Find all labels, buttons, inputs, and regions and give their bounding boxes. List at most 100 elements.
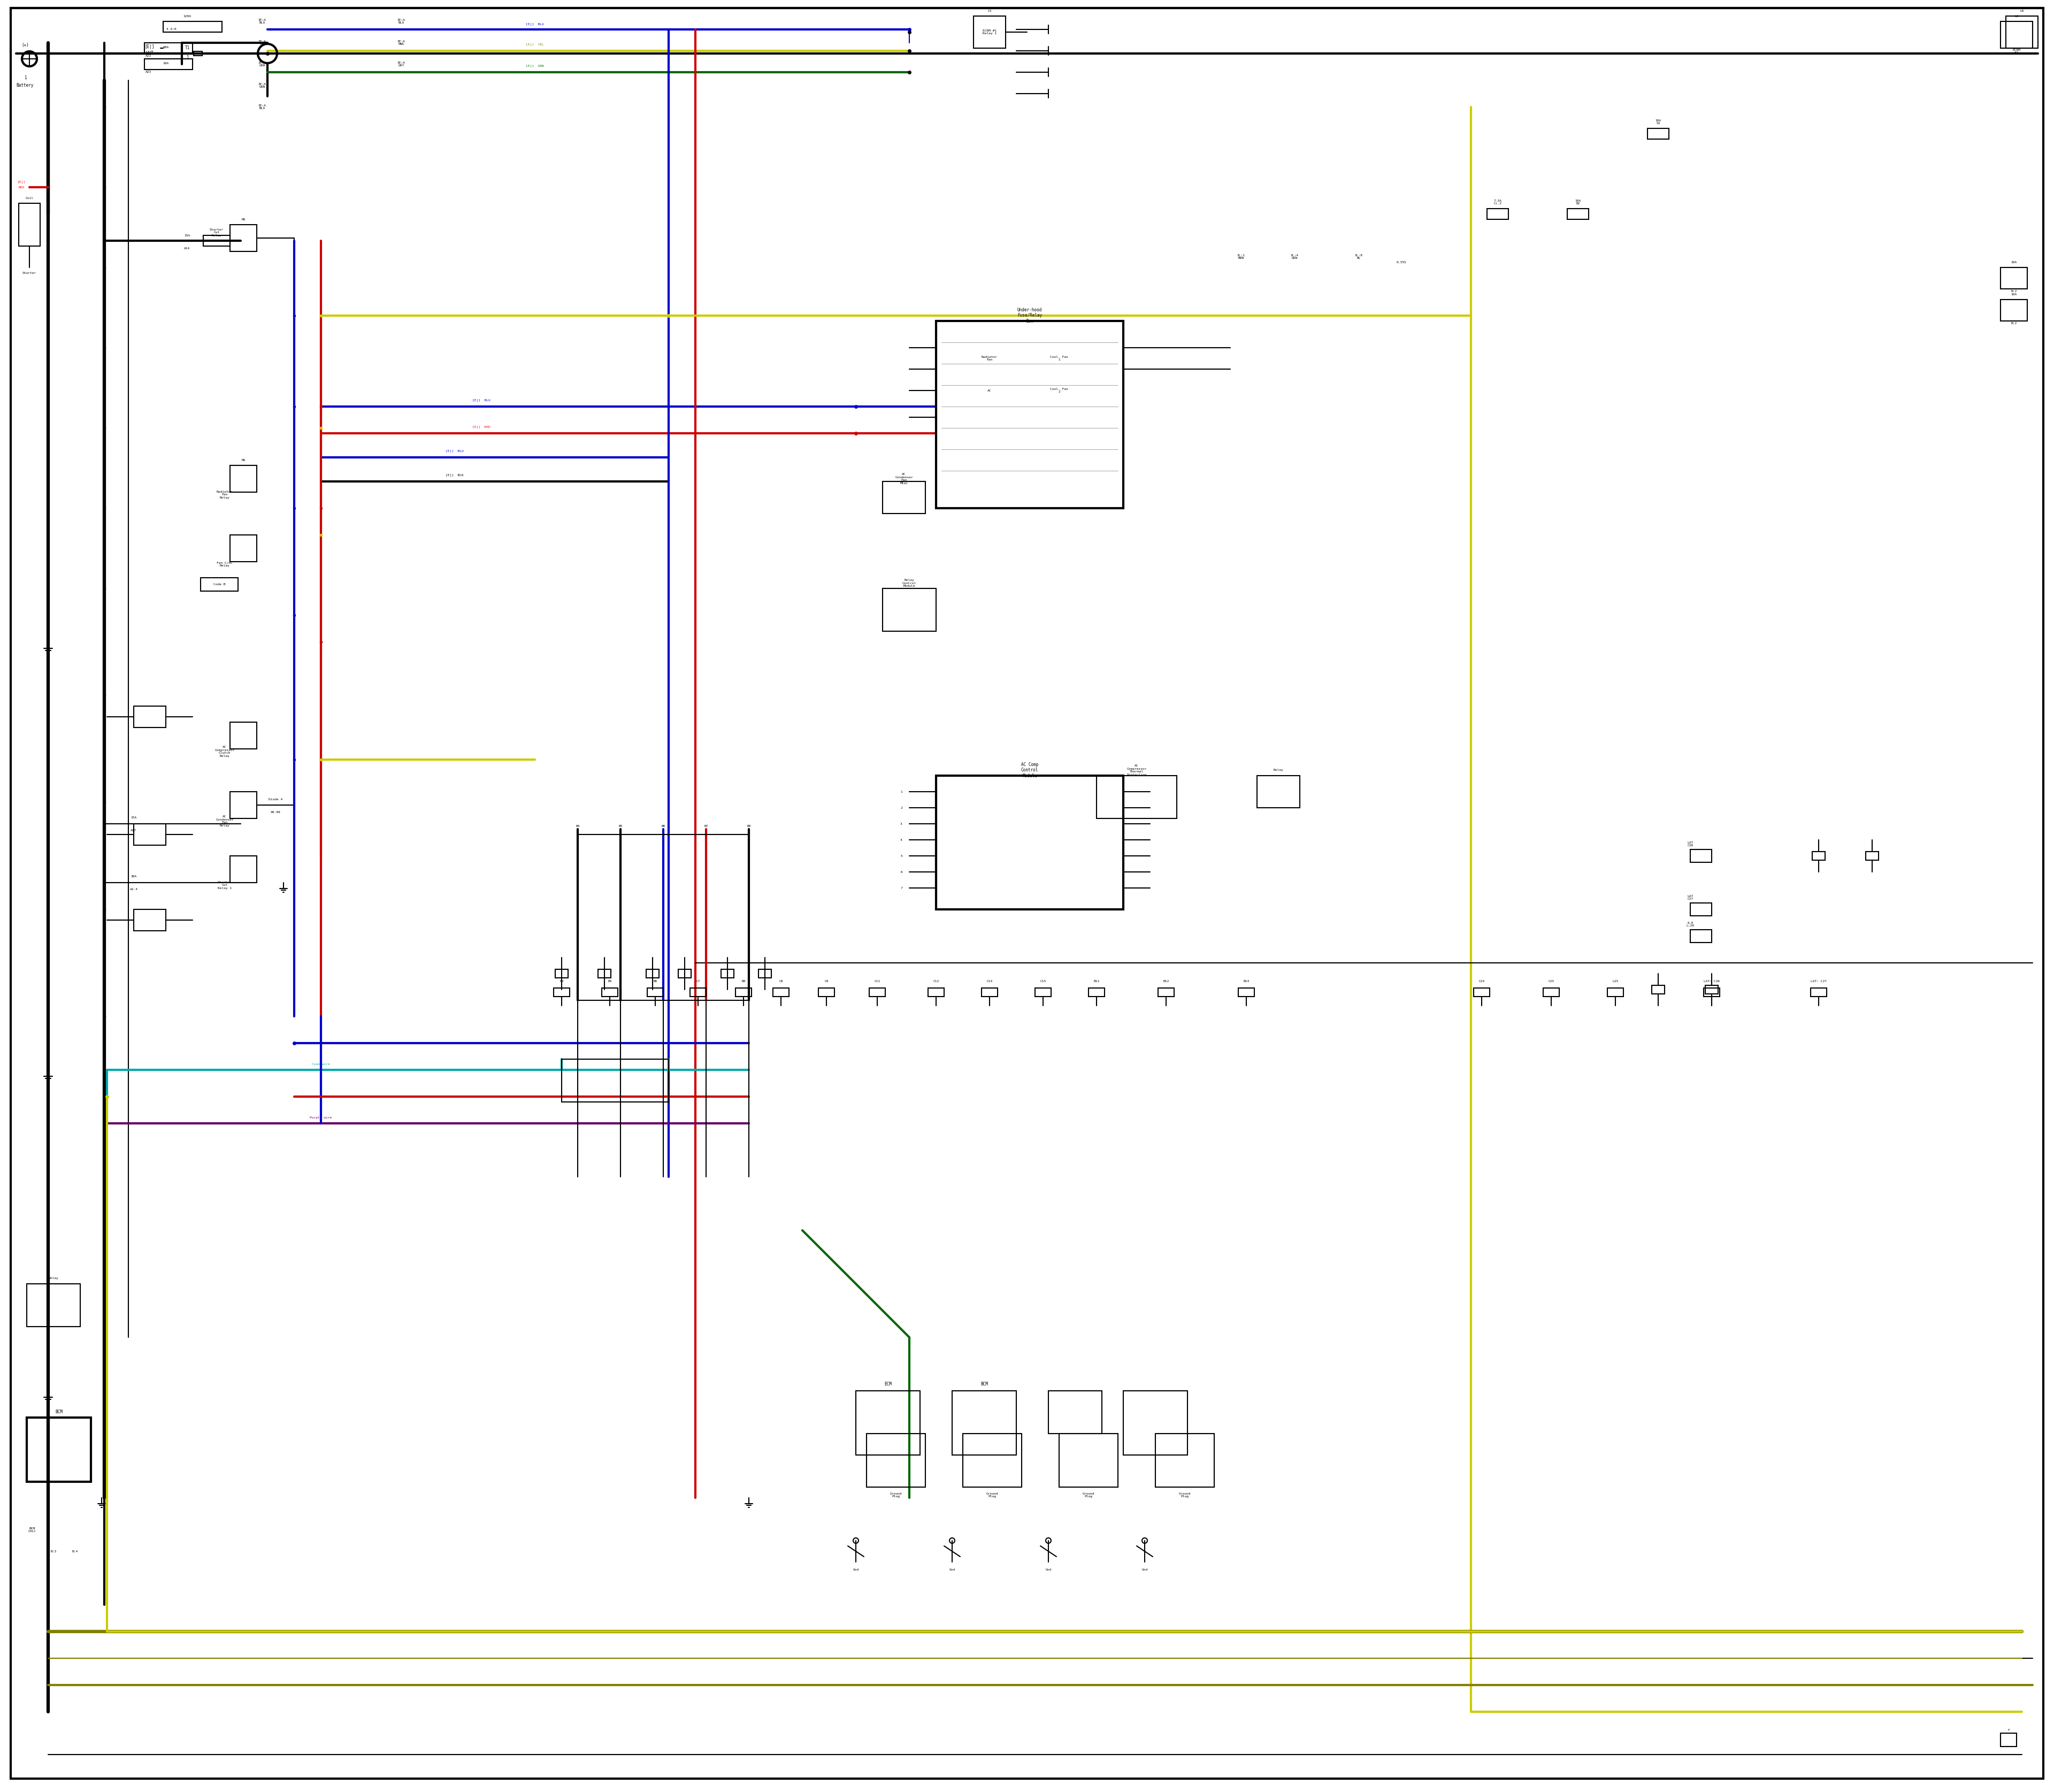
Bar bbox=[201, 577, 238, 591]
Bar bbox=[772, 987, 789, 996]
Text: Fan C/AC
Relay: Fan C/AC Relay bbox=[216, 561, 232, 568]
Text: Gnd: Gnd bbox=[1142, 1568, 1148, 1572]
Text: IE:A
GRY: IE:A GRY bbox=[396, 61, 405, 66]
Bar bbox=[27, 1283, 80, 1326]
Text: BCM
CALC: BCM CALC bbox=[29, 1527, 37, 1532]
Bar bbox=[678, 969, 690, 978]
Text: B5: B5 bbox=[608, 980, 612, 984]
Text: L5: L5 bbox=[988, 9, 992, 13]
Bar bbox=[1097, 776, 1177, 819]
Text: [E|]  BLU: [E|] BLU bbox=[472, 398, 491, 401]
Bar bbox=[598, 969, 610, 978]
Text: 10A
B2: 10A B2 bbox=[1575, 199, 1582, 204]
Text: IE:A
BLU: IE:A BLU bbox=[396, 18, 405, 25]
Bar bbox=[1812, 851, 1826, 860]
Text: B6: B6 bbox=[653, 980, 657, 984]
Text: T1: T1 bbox=[185, 47, 189, 50]
Text: [E|]  YEL: [E|] YEL bbox=[526, 43, 544, 47]
Bar bbox=[1651, 986, 1664, 995]
Text: Gnd: Gnd bbox=[949, 1568, 955, 1572]
Text: 10A: 10A bbox=[2011, 262, 2017, 263]
Text: C12: C12 bbox=[933, 980, 939, 984]
Text: C7: C7 bbox=[696, 980, 700, 984]
Bar bbox=[230, 466, 257, 493]
Text: Starter
Cut
Relay 1: Starter Cut Relay 1 bbox=[218, 882, 232, 891]
Text: ECRM #1
Relay 1: ECRM #1 Relay 1 bbox=[982, 29, 996, 36]
Text: 0.35S: 0.35S bbox=[1397, 262, 1407, 263]
Text: BCM: BCM bbox=[55, 1410, 62, 1414]
Text: 10A: 10A bbox=[162, 61, 168, 65]
Text: B6: B6 bbox=[661, 824, 665, 828]
Bar bbox=[230, 224, 257, 251]
Bar bbox=[2001, 299, 2027, 321]
Text: C14: C14 bbox=[986, 980, 992, 984]
Bar bbox=[883, 588, 937, 631]
Text: Coil: Coil bbox=[25, 197, 33, 199]
Bar bbox=[230, 857, 257, 883]
Text: IL:4
GRN: IL:4 GRN bbox=[1290, 254, 1298, 260]
Text: [E|]  BLU: [E|] BLU bbox=[446, 450, 464, 452]
Text: Starter: Starter bbox=[23, 271, 37, 274]
Bar bbox=[1703, 987, 1719, 996]
Bar bbox=[1487, 208, 1508, 219]
Text: Ground
Plug: Ground Plug bbox=[1179, 1493, 1191, 1498]
Text: A14: A14 bbox=[185, 247, 191, 251]
Text: Code B: Code B bbox=[214, 582, 226, 586]
Text: C8: C8 bbox=[778, 980, 783, 984]
Bar bbox=[2007, 16, 2038, 48]
Text: LAT: C26: LAT: C26 bbox=[1703, 980, 1719, 984]
Text: B:2: B:2 bbox=[2011, 323, 2017, 324]
Text: Cyan wire: Cyan wire bbox=[312, 1063, 331, 1066]
Text: IE:A
BLU: IE:A BLU bbox=[259, 18, 267, 25]
Bar bbox=[1608, 987, 1623, 996]
Bar bbox=[1690, 849, 1711, 862]
Bar bbox=[2001, 1733, 2017, 1747]
Text: BCM: BCM bbox=[980, 1382, 988, 1387]
Bar bbox=[1239, 987, 1255, 996]
Bar bbox=[735, 987, 752, 996]
Text: Under-hood
Fuse/Relay
Box: Under-hood Fuse/Relay Box bbox=[1017, 308, 1041, 324]
Text: A0.99: A0.99 bbox=[271, 810, 281, 814]
Text: AC
Condenser
Fan
Mtac: AC Condenser Fan Mtac bbox=[896, 473, 912, 486]
Bar bbox=[963, 1434, 1021, 1487]
Text: IE:A
PNK: IE:A PNK bbox=[396, 39, 405, 45]
Text: [E|]  RED: [E|] RED bbox=[472, 425, 491, 428]
Text: Ground
Plug: Ground Plug bbox=[1082, 1493, 1095, 1498]
Text: (+): (+) bbox=[21, 43, 29, 48]
Text: [E|]: [E|] bbox=[146, 45, 154, 50]
Bar bbox=[555, 987, 569, 996]
Text: C11: C11 bbox=[875, 980, 881, 984]
Text: 120A: 120A bbox=[183, 14, 191, 18]
Bar bbox=[18, 202, 41, 246]
Bar bbox=[857, 1391, 920, 1455]
Bar bbox=[953, 1391, 1017, 1455]
Text: RED: RED bbox=[18, 186, 25, 188]
Text: 15A: 15A bbox=[185, 235, 191, 237]
Text: Battery: Battery bbox=[16, 82, 33, 88]
Text: LAT
C27: LAT C27 bbox=[1686, 894, 1692, 901]
Text: B4: B4 bbox=[559, 980, 563, 984]
Text: Radiator
Fan: Radiator Fan bbox=[982, 355, 998, 362]
Text: M6: M6 bbox=[242, 459, 244, 461]
Text: B11: B11 bbox=[1093, 980, 1099, 984]
Text: [E|]  GRN: [E|] GRN bbox=[526, 65, 544, 68]
Text: [E|]  BLU: [E|] BLU bbox=[526, 23, 544, 25]
Text: AC
Compressor
Clutch
Relay: AC Compressor Clutch Relay bbox=[214, 745, 234, 758]
Bar bbox=[1048, 1391, 1101, 1434]
Bar bbox=[193, 52, 201, 56]
Bar bbox=[162, 22, 222, 32]
Text: Ground
Plug: Ground Plug bbox=[889, 1493, 902, 1498]
Text: B12: B12 bbox=[1163, 980, 1169, 984]
Text: Diode 4: Diode 4 bbox=[269, 799, 283, 801]
Text: 60A: 60A bbox=[162, 47, 168, 48]
Text: B:3: B:3 bbox=[51, 1550, 58, 1552]
Text: AC Comp
Control
Module: AC Comp Control Module bbox=[1021, 762, 1039, 778]
Bar bbox=[1567, 208, 1588, 219]
Text: LAT: C27: LAT: C27 bbox=[1812, 980, 1826, 984]
Text: LAT
C26: LAT C26 bbox=[1686, 840, 1692, 848]
Text: ECRM
#1: ECRM #1 bbox=[2013, 48, 2021, 54]
Text: 4 A:6: 4 A:6 bbox=[166, 29, 177, 30]
Text: B8: B8 bbox=[741, 980, 746, 984]
Bar bbox=[230, 722, 257, 749]
Text: AC: AC bbox=[988, 389, 992, 392]
